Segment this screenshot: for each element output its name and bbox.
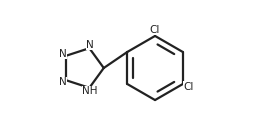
Text: NH: NH bbox=[82, 86, 98, 96]
Text: Cl: Cl bbox=[150, 25, 160, 35]
Text: N: N bbox=[59, 49, 67, 59]
Text: N: N bbox=[59, 77, 67, 87]
Text: Cl: Cl bbox=[184, 82, 194, 92]
Text: N: N bbox=[86, 40, 94, 50]
